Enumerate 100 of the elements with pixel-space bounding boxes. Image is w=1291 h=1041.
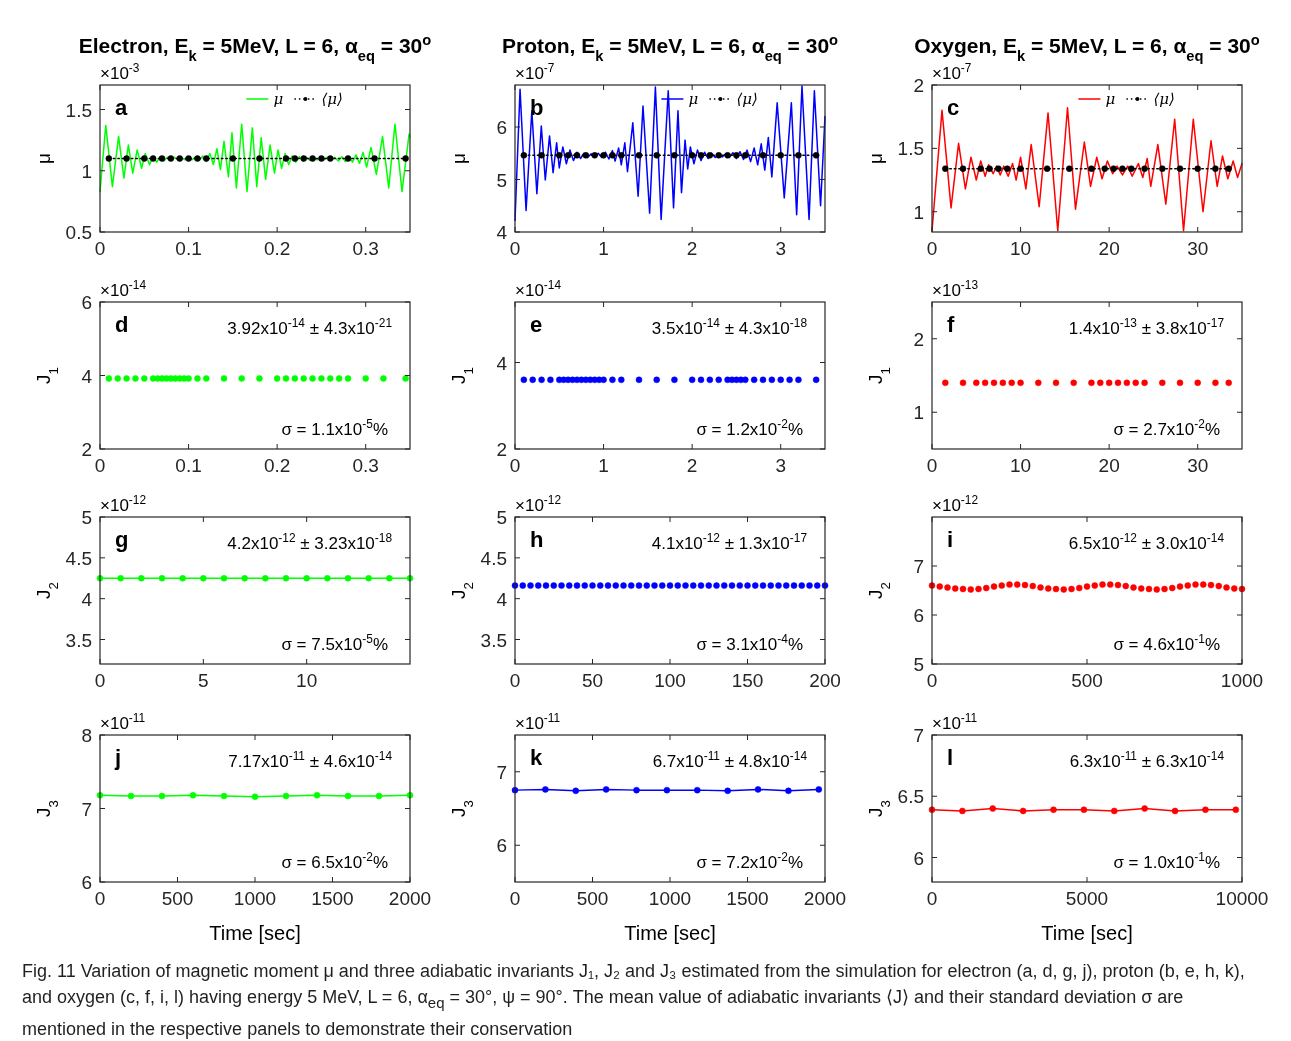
text: ×10$^{-14}$ [515,278,562,300]
legend-label: ⟨μ⟩ [736,90,758,108]
x-tick-label: 0.2 [263,455,291,476]
y-tick-label: 2 [496,439,507,460]
x-tick-label: 2 [686,455,698,476]
y-tick-label: 4 [496,352,508,374]
y-tick-label: 2 [81,439,92,460]
x-axis-title: Time [sec] [1041,922,1133,944]
annotation: σ = 7.2x10$^{-2}$% [696,850,803,872]
x-tick-label: 1 [598,455,609,476]
annotation: σ = 6.5x10$^{-2}$% [281,850,388,872]
legend-label: μ [688,90,699,108]
x-tick-label: 1 [598,238,609,259]
x-tick-label: 30 [1187,455,1209,476]
y-tick-label: 6 [496,117,507,138]
annotation: σ = 4.6x10$^{-1}$% [1113,632,1220,654]
y-tick-label: 7 [81,798,92,820]
text: ×10$^{-3}$ [100,61,140,83]
x-tick-label: 5000 [1065,888,1109,909]
annotation: k [530,745,543,770]
annotation: 3.5x10$^{-14}$ ± 4.3x10$^{-18}$ [651,316,808,338]
x-tick-label: 0.3 [352,238,379,259]
y-tick-label: 1.5 [897,138,924,160]
annotation: σ = 7.5x10$^{-5}$% [281,632,388,654]
x-tick-label: 10 [1010,238,1032,259]
x-tick-label: 1000 [648,888,692,909]
x-tick-label: 20 [1098,455,1120,476]
x-tick-label: 0 [509,238,521,259]
x-tick-label: 500 [1071,670,1103,691]
x-tick-label: 2 [686,238,698,259]
x-tick-label: 2000 [803,888,847,909]
x-tick-label: 10000 [1215,888,1269,909]
annotation: 6.7x10$^{-11}$ ± 4.8x10$^{-14}$ [652,749,808,771]
y-tick-label: 1 [913,402,924,424]
y-tick-label: 2 [913,75,924,96]
x-tick-label: 0.3 [352,455,379,476]
annotation: f [947,312,955,337]
y-tick-label: 8 [81,725,92,746]
x-tick-label: 0 [94,238,106,259]
x-tick-label: 0 [509,455,521,476]
y-axis-title: μ [33,153,54,164]
text: ×10$^{-7}$ [515,61,555,83]
annotation: 4.2x10$^{-12}$ ± 3.23x10$^{-18}$ [227,531,393,553]
annotation: 4.1x10$^{-12}$ ± 1.3x10$^{-17}$ [651,531,808,553]
y-tick-label: 6 [913,847,924,869]
x-tick-label: 50 [581,670,604,691]
y-tick-label: 1.5 [65,99,92,121]
y-tick-label: 3.5 [65,629,92,651]
y-tick-label: 6 [81,872,92,893]
annotation: 6.5x10$^{-12}$ ± 3.0x10$^{-14}$ [1068,531,1225,553]
x-tick-label: 0 [926,455,938,476]
x-tick-label: 5 [198,670,209,691]
x-tick-label: 500 [161,888,194,909]
x-axis-title: Time [sec] [209,922,301,944]
annotation: 3.92x10$^{-14}$ ± 4.3x10$^{-21}$ [227,316,393,338]
y-tick-label: 4 [81,588,93,610]
y-tick-label: 5 [496,169,507,191]
legend-label: ⟨μ⟩ [1153,90,1175,108]
x-tick-label: 1500 [311,888,354,909]
y-tick-label: 6 [913,605,924,626]
x-tick-label: 100 [654,670,686,691]
y-tick-label: 6.5 [897,786,924,808]
y-tick-label: 5 [81,507,92,528]
x-tick-label: 500 [576,888,609,909]
annotation: a [115,95,128,120]
text: ×10$^{-12}$ [515,493,562,515]
chart-title: Proton, E$_{k}$ = 5MeV, L = 6, α$_{eq}$ = 30$^{o}$ [501,32,839,64]
x-tick-label: 200 [809,670,841,691]
y-tick-label: 7 [913,725,924,746]
annotation: σ = 3.1x10$^{-4}$% [696,632,803,654]
y-tick-label: 4 [81,365,93,387]
y-tick-label: 4.5 [480,547,507,569]
x-tick-label: 3 [775,238,786,259]
annotation: j [114,745,122,770]
text: ×10$^{-12}$ [100,493,147,515]
annotation: c [947,95,960,120]
annotation: σ = 1.2x10$^{-2}$% [696,417,803,439]
annotation: g [115,527,129,552]
x-axis-title: Time [sec] [624,922,716,944]
text: ×10$^{-11}$ [100,711,146,733]
y-tick-label: 4 [496,588,508,610]
x-tick-label: 0 [509,888,521,909]
x-tick-label: 0.1 [175,455,202,476]
annotation: i [947,527,954,552]
x-tick-label: 2000 [388,888,432,909]
text: ×10$^{-11}$ [515,711,561,733]
y-tick-label: 6 [81,292,92,313]
y-tick-label: 4.5 [65,547,92,569]
annotation: σ = 1.1x10$^{-5}$% [281,417,388,439]
x-tick-label: 10 [296,670,318,691]
annotation: b [530,95,544,120]
annotation: 1.4x10$^{-13}$ ± 3.8x10$^{-17}$ [1068,316,1225,338]
y-tick-label: 7 [496,761,507,783]
legend-label: μ [1105,90,1116,108]
legend-label: ⟨μ⟩ [321,90,343,108]
text: ×10$^{-14}$ [100,278,147,300]
x-tick-label: 0.1 [175,238,202,259]
annotation: e [530,312,543,337]
annotation: l [947,745,954,770]
text: ×10$^{-13}$ [932,278,979,300]
